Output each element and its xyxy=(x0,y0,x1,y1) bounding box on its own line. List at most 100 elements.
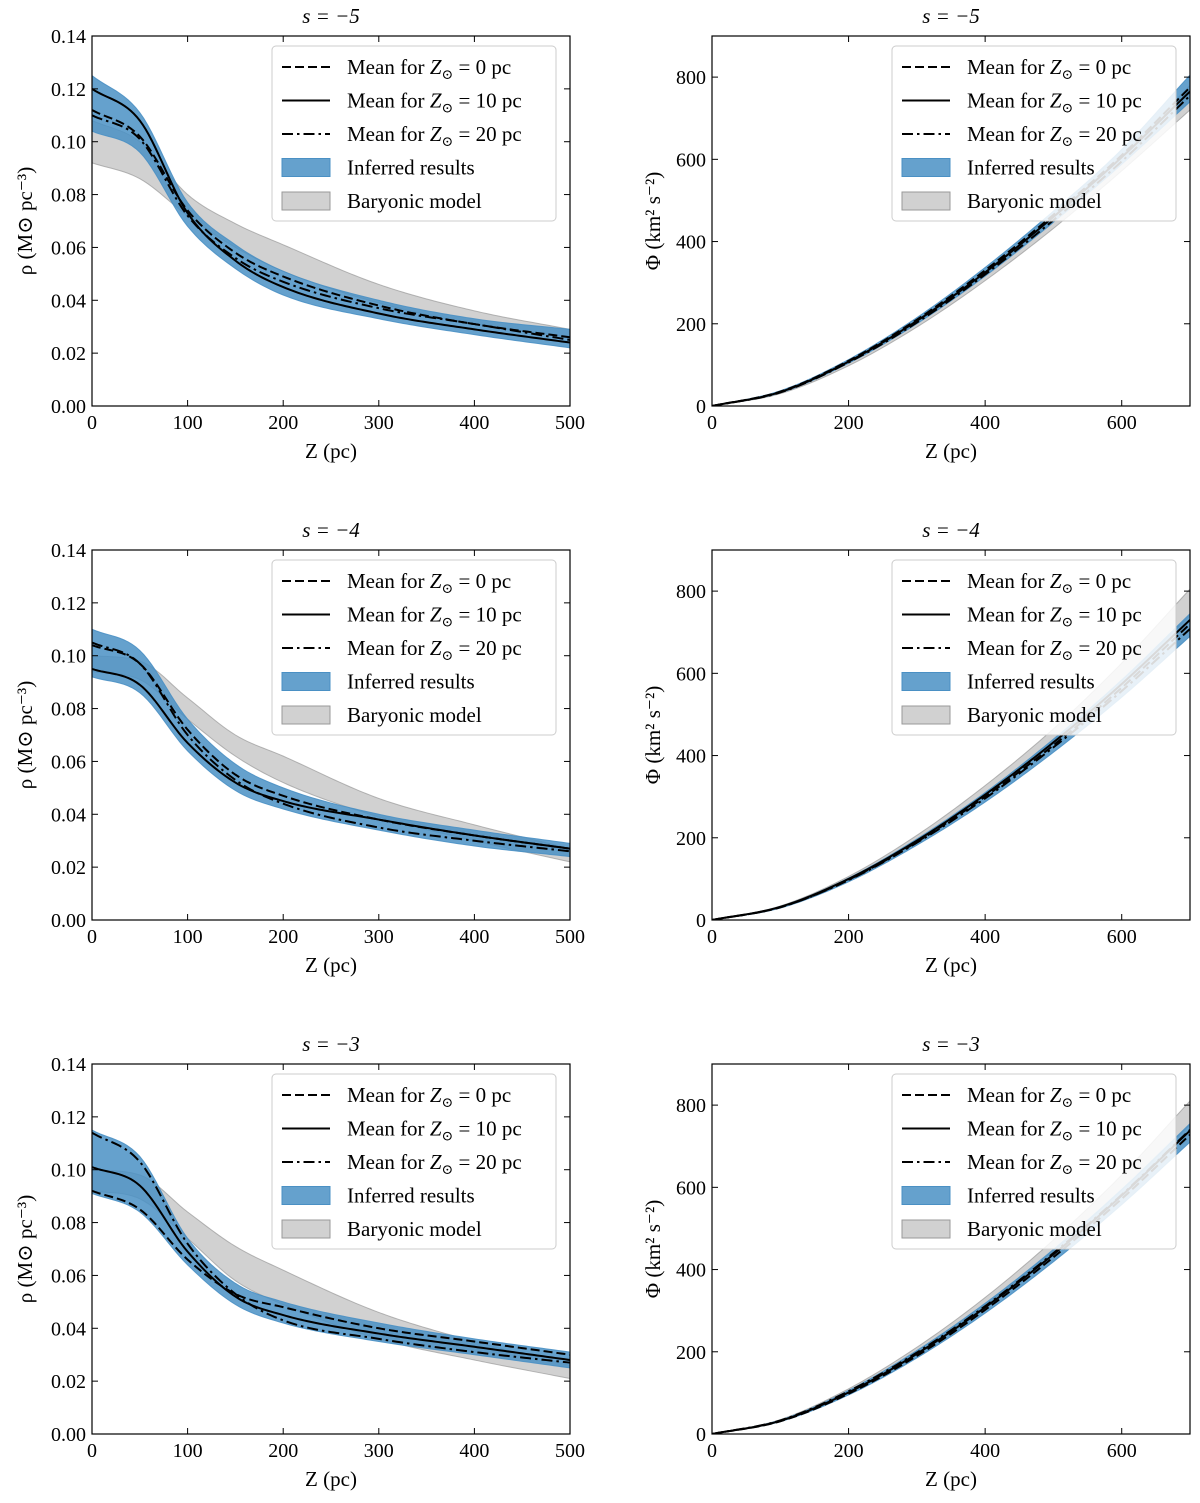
panel-title: s = −4 xyxy=(302,518,360,542)
legend-sub: ⊙ xyxy=(1062,68,1074,83)
legend-sub: ⊙ xyxy=(442,102,454,117)
legend-label: Baryonic model xyxy=(347,189,482,213)
x-tick-label: 500 xyxy=(555,926,585,948)
legend-label: Mean for Z⊙ = 10 pc xyxy=(347,89,522,117)
legend-var: Z xyxy=(430,89,442,113)
legend-label: Mean for Z⊙ = 0 pc xyxy=(347,569,511,597)
x-tick-label: 400 xyxy=(970,1440,1000,1462)
legend-label: Mean for Z⊙ = 20 pc xyxy=(967,636,1142,664)
plot-area xyxy=(92,75,570,349)
legend-prefix: Mean for xyxy=(347,122,430,146)
legend-patch-baryonic xyxy=(901,1219,951,1239)
legend-sub: ⊙ xyxy=(1062,582,1074,597)
legend-var: Z xyxy=(430,1150,442,1174)
legend-var: Z xyxy=(430,122,442,146)
y-axis-label: ρ (M⊙ pc⁻³) xyxy=(13,1195,37,1303)
legend-suffix: = 0 pc xyxy=(453,569,511,593)
x-tick-label: 200 xyxy=(834,926,864,948)
x-tick-label: 400 xyxy=(970,412,1000,434)
x-tick-label: 0 xyxy=(707,412,717,434)
legend-label: Baryonic model xyxy=(347,1217,482,1241)
legend-box xyxy=(271,559,557,736)
x-tick-label: 400 xyxy=(459,926,489,948)
y-tick-label: 0.02 xyxy=(51,857,86,879)
legend-label: Mean for Z⊙ = 0 pc xyxy=(347,1083,511,1111)
legend-prefix: Mean for xyxy=(967,1150,1050,1174)
x-tick-label: 500 xyxy=(555,412,585,434)
axes-frame xyxy=(711,1063,1191,1435)
legend-label: Mean for Z⊙ = 0 pc xyxy=(967,569,1131,597)
legend-label: Inferred results xyxy=(967,156,1095,180)
legend-patch-inferred xyxy=(901,1186,951,1205)
legend-var: Z xyxy=(1050,636,1062,660)
legend-suffix: = 0 pc xyxy=(1073,569,1131,593)
series-line-dashdot xyxy=(712,94,1190,406)
x-tick-label: 0 xyxy=(707,926,717,948)
y-tick-label: 0.10 xyxy=(51,646,86,668)
axes-frame xyxy=(711,549,1191,921)
y-tick-label: 0.00 xyxy=(51,396,86,418)
legend-sub: ⊙ xyxy=(1062,135,1074,150)
legend-sub: ⊙ xyxy=(442,1163,454,1178)
legend-prefix: Mean for xyxy=(347,569,430,593)
legend-label: Baryonic model xyxy=(967,1217,1102,1241)
y-tick-label: 0.04 xyxy=(51,804,86,826)
y-tick-label: 0.12 xyxy=(51,593,86,615)
y-tick-label: 0.06 xyxy=(51,237,86,259)
legend-patch-baryonic xyxy=(281,1219,331,1239)
series-line-dashdot xyxy=(92,1131,570,1364)
legend-label: Baryonic model xyxy=(967,703,1102,727)
series-line-dashdot xyxy=(92,641,570,853)
legend-label: Baryonic model xyxy=(967,189,1102,213)
legend-label: Mean for Z⊙ = 0 pc xyxy=(967,55,1131,83)
legend-box xyxy=(891,1073,1177,1250)
plot-area xyxy=(92,1129,570,1380)
y-tick-label: 800 xyxy=(676,67,706,89)
panel-4: 0 200 400 600 0 200 400 600 800 s = −4 Z (pc) Φ (km… xyxy=(641,518,1191,977)
legend-var: Z xyxy=(1050,55,1062,79)
band-inferred xyxy=(712,1122,1190,1434)
legend-prefix: Mean for xyxy=(347,1117,430,1141)
panel-title: s = −4 xyxy=(922,518,980,542)
legend-suffix: = 10 pc xyxy=(1073,1117,1141,1141)
legend-suffix: = 10 pc xyxy=(453,89,521,113)
legend-suffix: = 0 pc xyxy=(453,1083,511,1107)
legend-patch-inferred xyxy=(281,158,331,177)
legend-prefix: Mean for xyxy=(967,569,1050,593)
legend-sub: ⊙ xyxy=(1062,1130,1074,1145)
legend-label: Baryonic model xyxy=(347,703,482,727)
x-axis-label: Z (pc) xyxy=(925,1467,977,1491)
y-tick-label: 0.06 xyxy=(51,1265,86,1287)
y-tick-label: 400 xyxy=(676,746,706,768)
legend-suffix: = 0 pc xyxy=(1073,1083,1131,1107)
x-tick-label: 100 xyxy=(173,1440,203,1462)
legend-sub: ⊙ xyxy=(1062,1096,1074,1111)
legend-var: Z xyxy=(430,1117,442,1141)
panel-1: 0 100 200 300 400 500 0.00 0.02 0.04 0.06 0.08 0.10… xyxy=(13,4,585,463)
legend-suffix: = 10 pc xyxy=(1073,603,1141,627)
x-tick-label: 500 xyxy=(555,1440,585,1462)
y-tick-label: 400 xyxy=(676,232,706,254)
legend-prefix: Mean for xyxy=(347,1150,430,1174)
x-axis-label: Z (pc) xyxy=(305,439,357,463)
x-tick-label: 200 xyxy=(834,1440,864,1462)
legend-patch-inferred xyxy=(281,672,331,691)
axes-frame xyxy=(91,35,571,407)
y-axis-label: Φ (km² s⁻²) xyxy=(641,1200,665,1299)
legend-var: Z xyxy=(1050,603,1062,627)
axes-frame xyxy=(91,549,571,921)
y-tick-label: 600 xyxy=(676,663,706,685)
x-tick-label: 600 xyxy=(1107,926,1137,948)
legend-prefix: Mean for xyxy=(967,1117,1050,1141)
legend-suffix: = 20 pc xyxy=(1073,636,1141,660)
legend-label: Mean for Z⊙ = 10 pc xyxy=(967,603,1142,631)
legend-box xyxy=(271,45,557,222)
legend-suffix: = 20 pc xyxy=(1073,1150,1141,1174)
y-tick-label: 0.14 xyxy=(51,1054,86,1076)
y-tick-label: 0.06 xyxy=(51,751,86,773)
plot-area xyxy=(92,628,570,863)
legend-prefix: Mean for xyxy=(347,55,430,79)
legend-prefix: Mean for xyxy=(967,603,1050,627)
legend-box xyxy=(891,559,1177,736)
